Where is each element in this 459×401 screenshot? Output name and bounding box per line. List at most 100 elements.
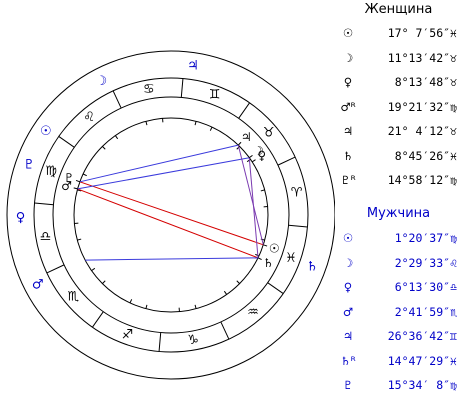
leo-icon: ♌ bbox=[83, 110, 95, 125]
pluto-icon: ♇ᴿ bbox=[340, 173, 356, 187]
female-position-row: ♃ 21° 4′12″♉ bbox=[338, 122, 459, 140]
sign-divider bbox=[277, 156, 296, 166]
degree-tick bbox=[260, 189, 265, 192]
saturn-icon: ♄ bbox=[342, 148, 354, 163]
male-title: Мужчина bbox=[366, 206, 431, 221]
jupiter-icon: ♃ bbox=[187, 59, 199, 74]
saturn-icon: ♄ bbox=[263, 256, 274, 270]
mars-icon: ♂ bbox=[61, 179, 72, 193]
female-position-value: 21° 4′12″♉ bbox=[387, 124, 457, 138]
ring-circle-3 bbox=[73, 117, 269, 313]
jupiter-icon: ♃ bbox=[241, 130, 252, 144]
sagittarius-icon: ♐ bbox=[122, 327, 134, 342]
ring-circle-0 bbox=[6, 50, 335, 380]
degree-tick bbox=[77, 238, 82, 241]
saturn-icon: ♄ᴿ bbox=[340, 353, 356, 368]
female-position-value: 19°21′32″♍ bbox=[387, 99, 457, 114]
sign-divider bbox=[238, 102, 250, 119]
zodiac-ring: ♈ ♉ ♊ ♋ ♌ ♍ ♎ ♏ ♐ ♑ ♒ ♓ bbox=[40, 82, 303, 348]
male-position-value: 6°13′30″♎ bbox=[394, 280, 457, 294]
venus-icon: ♀ bbox=[257, 149, 266, 163]
capricorn-icon: ♑ bbox=[187, 333, 199, 348]
degree-tick bbox=[255, 253, 260, 257]
planet-tick bbox=[237, 141, 242, 146]
degree-tick bbox=[77, 189, 82, 192]
mars-icon: ♂ bbox=[32, 277, 44, 292]
female-position-value: 8°13′48″♉ bbox=[394, 75, 457, 89]
planet-tick bbox=[251, 159, 256, 163]
gemini-icon: ♊ bbox=[209, 88, 221, 103]
mars-icon: ♂ bbox=[342, 304, 354, 319]
male-position-value: 1°20′37″♍ bbox=[394, 231, 457, 245]
venus-icon: ♀ bbox=[16, 211, 26, 226]
aries-icon: ♈ bbox=[291, 185, 303, 200]
jupiter-icon: ♃ bbox=[342, 329, 354, 343]
sun-icon: ☉ bbox=[342, 231, 354, 245]
male-position-value: 15°34′ 8″♍ bbox=[387, 378, 457, 392]
planet-tick bbox=[263, 244, 268, 247]
virgo-icon: ♍ bbox=[45, 164, 57, 179]
degree-tick bbox=[102, 146, 106, 150]
planet-tick bbox=[248, 154, 253, 159]
male-position-value: 14°47′29″♓ bbox=[387, 353, 457, 368]
male-position-row: ♂ 2°41′59″♏ bbox=[338, 303, 459, 321]
female-title: Женщина bbox=[364, 2, 433, 17]
degree-tick bbox=[129, 299, 133, 304]
aspect-lines bbox=[77, 144, 264, 261]
female-position-row: ♄ 8°45′26″♓ bbox=[338, 147, 459, 165]
positions-panel: Женщина ☉ 17° 7′56″♓ ☽ 11°13′42″♉ ♀ 8°13′48″♉… bbox=[338, 0, 459, 401]
aspect-line bbox=[79, 181, 264, 246]
degree-tick bbox=[102, 280, 106, 284]
male-position-row: ☉ 1°20′37″♍ bbox=[338, 229, 459, 247]
female-position-row: ♇ᴿ 14°58′12″♍ bbox=[338, 171, 459, 189]
female-position-value: 14°58′12″♍ bbox=[387, 173, 457, 187]
ring-circle-2 bbox=[52, 96, 290, 334]
degree-tick bbox=[145, 121, 148, 126]
degree-tick bbox=[236, 280, 240, 284]
female-position-row: ☉ 17° 7′56″♓ bbox=[338, 24, 459, 42]
female-position-row: ♀ 8°13′48″♉ bbox=[338, 73, 459, 91]
degree-tick bbox=[82, 173, 87, 177]
female-position-row: ♂ᴿ 19°21′32″♍ bbox=[338, 98, 459, 116]
male-position-row: ♄ᴿ 14°47′29″♓ bbox=[338, 352, 459, 370]
degree-tick bbox=[145, 304, 148, 309]
sun-icon: ☉ bbox=[342, 26, 354, 40]
aspect-line bbox=[77, 188, 259, 259]
male-position-row: ♇ 15°34′ 8″♍ bbox=[338, 376, 459, 394]
taurus-icon: ♉ bbox=[263, 126, 275, 141]
male-planets-ring: ☉☽♀♂♃♄♇ bbox=[16, 59, 318, 293]
moon-icon: ☽ bbox=[342, 255, 354, 270]
female-position-row: ☽ 11°13′42″♉ bbox=[338, 49, 459, 67]
female-position-value: 8°45′26″♓ bbox=[394, 148, 457, 163]
sign-divider bbox=[112, 90, 122, 109]
planet-tick bbox=[75, 179, 81, 183]
venus-icon: ♀ bbox=[343, 280, 353, 294]
male-position-row: ☽ 2°29′33″♌ bbox=[338, 254, 459, 272]
sign-divider bbox=[58, 136, 75, 148]
sign-divider bbox=[267, 282, 284, 294]
degree-tick bbox=[91, 267, 96, 272]
libra-icon: ♎ bbox=[40, 230, 52, 245]
female-position-value: 17° 7′56″♓ bbox=[387, 26, 457, 40]
female-planets-ring: ☉ ☽♀ ♂ ♃ ♄ ♇ bbox=[61, 130, 280, 270]
male-position-value: 2°29′33″♌ bbox=[394, 255, 457, 270]
mars-icon: ♂ᴿ bbox=[340, 99, 356, 114]
degree-tick bbox=[223, 290, 228, 295]
male-position-row: ♀ 6°13′30″♎ bbox=[338, 278, 459, 296]
planet-tick bbox=[73, 187, 78, 190]
sign-divider bbox=[288, 224, 308, 228]
degree-tick bbox=[194, 304, 197, 309]
sign-divider bbox=[220, 321, 230, 340]
aquarius-icon: ♒ bbox=[247, 305, 259, 320]
male-position-value: 2°41′59″♏ bbox=[394, 304, 457, 319]
sun-icon: ☉ bbox=[269, 241, 280, 255]
sign-divider bbox=[180, 78, 184, 98]
jupiter-icon: ♃ bbox=[342, 124, 354, 138]
aspect-line bbox=[237, 144, 264, 245]
degree-tick bbox=[209, 126, 213, 131]
cancer-icon: ♋ bbox=[143, 82, 155, 97]
synastry-wheel: ♈♉♊♋♌♍♎♏♐ ♑♒♓ ☉☽♀♂♃♄♇ ☉☽♀♂♃♄♇ bbox=[6, 50, 335, 380]
pluto-icon: ♇ bbox=[64, 171, 75, 185]
pluto-icon: ♇ bbox=[342, 378, 354, 392]
saturn-icon: ♄ bbox=[306, 259, 318, 274]
